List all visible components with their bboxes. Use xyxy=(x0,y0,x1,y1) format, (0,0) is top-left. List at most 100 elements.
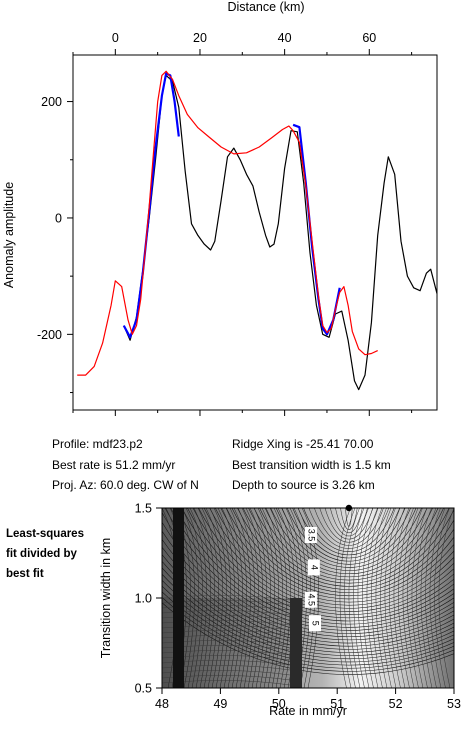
contour-line xyxy=(276,508,422,568)
best-width-label: Best transition width is 1.5 km xyxy=(232,458,391,472)
contour-line-left xyxy=(297,508,315,688)
contour-line-right xyxy=(362,508,378,688)
synthetic-model-line xyxy=(77,70,378,376)
contour-line-right xyxy=(429,508,446,688)
contour-line xyxy=(303,508,395,552)
top-chart: Distance (km) Anomaly amplitude 0 20 40 60 2… xyxy=(2,0,438,416)
contour-line-right xyxy=(375,508,392,688)
side-note: Least-squares fit divided by best fit xyxy=(6,528,84,580)
contour-line xyxy=(281,508,417,565)
contour-line-right xyxy=(389,508,405,688)
contour-line-right xyxy=(438,508,454,688)
contour-line xyxy=(162,596,454,672)
contour-line-left xyxy=(277,508,295,688)
best-rate-label: Best rate is 51.2 mm/yr xyxy=(52,458,176,472)
contour-label-bg xyxy=(307,559,320,576)
contour-line-right xyxy=(402,508,419,688)
top-x-tick-label: 60 xyxy=(362,31,376,45)
contour-line xyxy=(319,508,379,543)
contour-line-left xyxy=(257,508,275,688)
bottom-y-axis-title: Transition width in km xyxy=(99,538,113,658)
contour-line-left xyxy=(249,508,267,688)
contour-line-right xyxy=(348,508,365,688)
contour-line xyxy=(287,508,411,562)
contour-label-bg xyxy=(304,591,317,608)
contour-line-left xyxy=(241,508,259,688)
bottom-chart: 3.5 4 4.5 5 48 49 50 51 52 53 1.5 1.0 0.5 Rate in m… xyxy=(99,502,461,719)
contour-line-left xyxy=(269,508,287,688)
contour-line-left xyxy=(273,508,291,688)
bottom-x-tick-label: 48 xyxy=(155,697,169,711)
contour-line xyxy=(204,508,454,609)
contour-line xyxy=(308,508,389,549)
bottom-y-tick-label: 1.5 xyxy=(135,502,152,516)
bottom-x-tick-label: 52 xyxy=(389,697,403,711)
misfit-contour-map: 3.5 4 4.5 5 xyxy=(162,508,454,688)
contour-line-left xyxy=(245,508,263,688)
top-axis-ticks: 0 20 40 60 200 0 -200 xyxy=(37,31,413,416)
observed-profile-line xyxy=(123,74,438,391)
bottom-x-tick-label: 49 xyxy=(213,697,227,711)
contour-line-left xyxy=(261,508,279,688)
contour-line-right xyxy=(411,508,428,688)
contour-line-left xyxy=(177,508,195,688)
contour-line-left xyxy=(185,508,203,688)
top-x-tick-label: 0 xyxy=(112,31,119,45)
contour-line xyxy=(162,591,454,669)
contour-line-right xyxy=(344,508,360,688)
depth-label: Depth to source is 3.26 km xyxy=(232,478,375,492)
top-y-axis-title: Anomaly amplitude xyxy=(2,182,16,288)
contour-line-left xyxy=(253,508,271,688)
top-x-tick-label: 20 xyxy=(193,31,207,45)
bottom-axis-ticks: 48 49 50 51 52 53 1.5 1.0 0.5 xyxy=(135,502,461,712)
contour-line-left xyxy=(301,508,319,688)
model-segment-left xyxy=(122,72,180,339)
contour-line xyxy=(162,579,454,663)
contour-line-left xyxy=(193,508,211,688)
top-plot-frame xyxy=(72,54,438,411)
contour-line xyxy=(340,508,358,530)
best-fit-point xyxy=(345,504,353,512)
contour-label: 5 xyxy=(311,621,321,626)
ridge-xing-label: Ridge Xing is -25.41 70.00 xyxy=(232,437,374,451)
contour-line-left xyxy=(189,508,207,688)
contour-line xyxy=(162,573,454,660)
contour-label-bg xyxy=(309,615,322,632)
contour-line xyxy=(330,508,368,537)
contour-line-left xyxy=(229,508,247,688)
contour-line-right xyxy=(393,508,410,688)
contour-label-bg xyxy=(304,527,317,543)
contour-line xyxy=(259,508,439,577)
top-x-tick-label: 40 xyxy=(278,31,292,45)
contour-line-left xyxy=(233,508,251,688)
bottom-x-tick-label: 51 xyxy=(330,697,344,711)
bottom-y-tick-label: 0.5 xyxy=(135,682,152,696)
contour-line xyxy=(162,567,454,656)
contour-line-right xyxy=(371,508,387,688)
top-y-tick-label: 200 xyxy=(41,95,62,109)
contour-line-right xyxy=(398,508,414,688)
contour-line-right xyxy=(420,508,437,688)
contour-label: 4.5 xyxy=(307,594,317,607)
contour-line-right xyxy=(384,508,401,688)
profile-label: Profile: mdf23.p2 xyxy=(52,437,143,451)
top-y-tick-label: -200 xyxy=(37,328,62,342)
contour-label: 4 xyxy=(309,565,319,570)
dense-band-left xyxy=(173,508,184,688)
contour-line xyxy=(162,585,454,666)
dense-band-center xyxy=(290,598,302,688)
contour-line-right xyxy=(339,508,356,688)
bottom-x-tick-label: 53 xyxy=(447,697,461,711)
top-series xyxy=(77,70,438,391)
contour-line-right xyxy=(425,508,441,688)
contour-line-right xyxy=(353,508,369,688)
bottom-x-axis-title: Rate in mm/yr xyxy=(269,704,347,718)
contour-label: 3.5 xyxy=(307,529,317,542)
contour-line-left xyxy=(265,508,283,688)
bottom-y-tick-label: 1.0 xyxy=(135,592,152,606)
contour-line-left xyxy=(181,508,199,688)
contour-line-right xyxy=(434,508,450,688)
top-x-axis-title: Distance (km) xyxy=(227,0,304,14)
contour-line-right xyxy=(357,508,374,688)
